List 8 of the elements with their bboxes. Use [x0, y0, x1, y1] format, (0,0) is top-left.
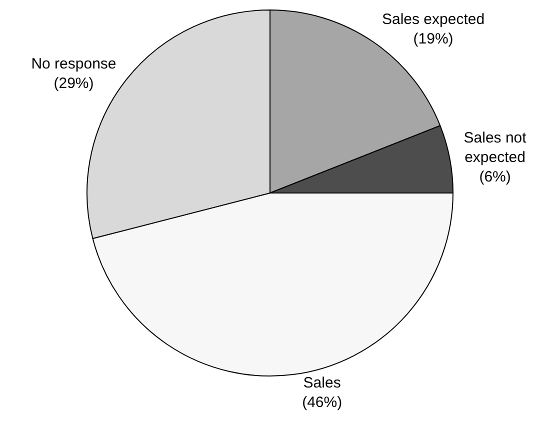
data-label: (6%) — [479, 168, 511, 186]
slice-label: No response — [31, 56, 116, 73]
slice-label: Sales not expected — [464, 130, 528, 166]
slice-label: Sales — [303, 374, 341, 392]
data-label: (29%) — [54, 75, 94, 92]
slice-label: Sales expected — [382, 10, 485, 28]
data-label: (46%) — [302, 394, 342, 411]
data-label: (19%) — [413, 30, 454, 48]
